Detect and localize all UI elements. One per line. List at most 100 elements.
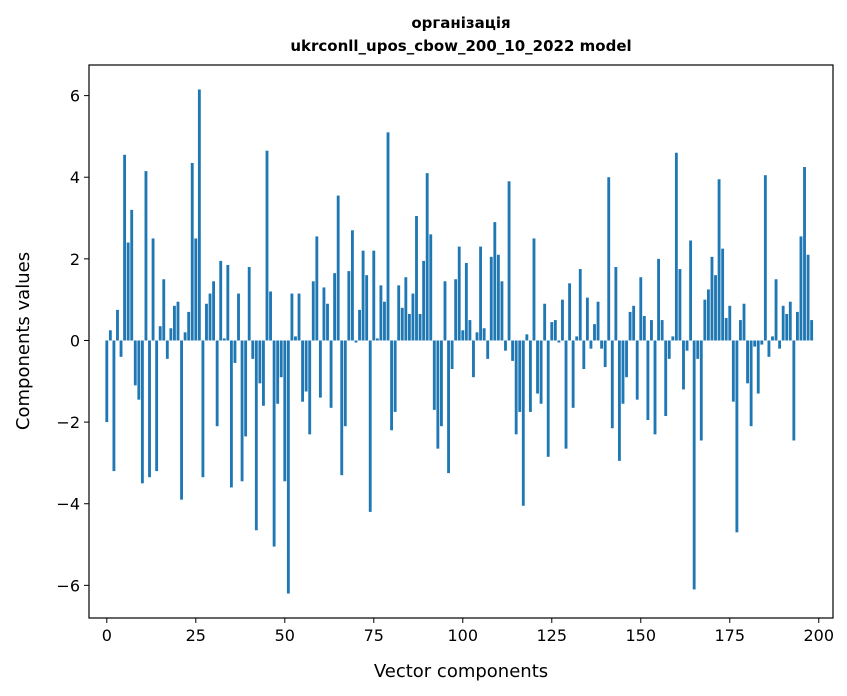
x-tick-label: 50 [275,626,295,645]
bar-3 [116,309,119,341]
bar-131 [571,340,575,408]
bar-104 [475,332,479,341]
bar-174 [724,318,728,341]
bar-105 [479,246,483,341]
bar-41 [251,340,255,359]
y-axis-ticks: −6 −4 −2 0 2 4 6 [56,87,89,595]
y-tick-label: 4 [70,168,80,187]
bar-25 [194,238,198,341]
bar-30 [212,281,216,341]
bar-37 [237,293,240,341]
bar-132 [575,336,579,341]
bar-20 [176,301,180,341]
y-tick-label: 6 [70,87,80,106]
bar-110 [496,254,500,341]
y-tick-label: 0 [70,331,80,350]
bar-135 [585,297,589,341]
x-tick-label: 75 [364,626,384,645]
bar-24 [190,162,194,341]
bar-16 [162,279,166,341]
bar-58 [311,281,315,341]
bar-180 [746,340,749,384]
bar-85 [407,313,411,341]
bar-31 [215,340,219,427]
bar-87 [415,216,418,341]
bar-181 [749,340,753,427]
bar-72 [361,250,365,341]
bar-175 [728,305,732,341]
bar-97 [450,340,454,370]
bar-36 [233,340,237,363]
bar-82 [397,285,401,341]
bar-43 [258,340,262,384]
bar-89 [422,260,426,341]
bar-173 [721,248,725,341]
bar-196 [803,167,806,341]
x-tick-label: 200 [803,626,834,645]
x-axis-label: Vector components [374,661,548,682]
bar-178 [739,320,742,341]
bar-186 [767,340,771,357]
bar-122 [539,340,543,404]
bar-5 [123,154,127,341]
bar-137 [593,324,596,341]
bar-133 [578,269,582,341]
bar-164 [689,240,693,341]
bar-153 [650,320,653,341]
bar-52 [290,293,294,341]
bar-107 [486,340,490,359]
bar-114 [511,340,515,361]
bar-158 [667,340,671,359]
x-tick-label: 100 [448,626,479,645]
bar-49 [279,340,283,378]
bar-142 [610,340,614,429]
y-tick-label: 2 [70,250,80,269]
bar-29 [208,293,212,341]
bar-0 [105,340,109,423]
bar-139 [600,340,604,349]
bar-159 [671,336,675,341]
bar-103 [472,340,475,378]
bar-10 [140,340,144,484]
bar-46 [269,291,272,341]
bar-170 [710,256,714,341]
bar-198 [810,320,814,341]
bar-33 [222,338,226,341]
bar-32 [219,260,223,341]
bar-176 [731,340,735,402]
bar-98 [454,279,458,341]
bar-182 [753,340,757,347]
bar-66 [340,340,344,476]
bar-71 [358,309,361,341]
bar-65 [336,195,340,341]
bar-96 [447,340,450,474]
bar-11 [144,171,148,341]
bar-84 [404,277,408,341]
bar-144 [617,340,621,461]
bar-79 [386,132,390,341]
bar-183 [756,340,760,394]
bar-117 [521,340,525,506]
bar-17 [165,340,169,359]
bar-171 [714,275,717,341]
bar-167 [699,340,703,441]
bar-143 [614,267,618,341]
bar-125 [550,322,554,341]
bar-68 [347,271,351,341]
bar-99 [457,246,461,341]
bar-194 [795,311,799,341]
bar-150 [639,277,643,341]
y-tick-label: −4 [56,495,80,514]
bar-93 [436,340,440,449]
bar-19 [173,305,176,341]
bar-121 [536,340,539,394]
bar-44 [262,340,265,406]
x-axis-ticks: 0 25 50 75 100 125 150 175 200 [102,618,834,645]
bars-group [105,89,814,594]
bar-149 [635,340,639,400]
bar-169 [706,289,710,341]
bar-188 [774,279,778,341]
bar-80 [390,340,394,431]
bar-64 [333,273,337,341]
